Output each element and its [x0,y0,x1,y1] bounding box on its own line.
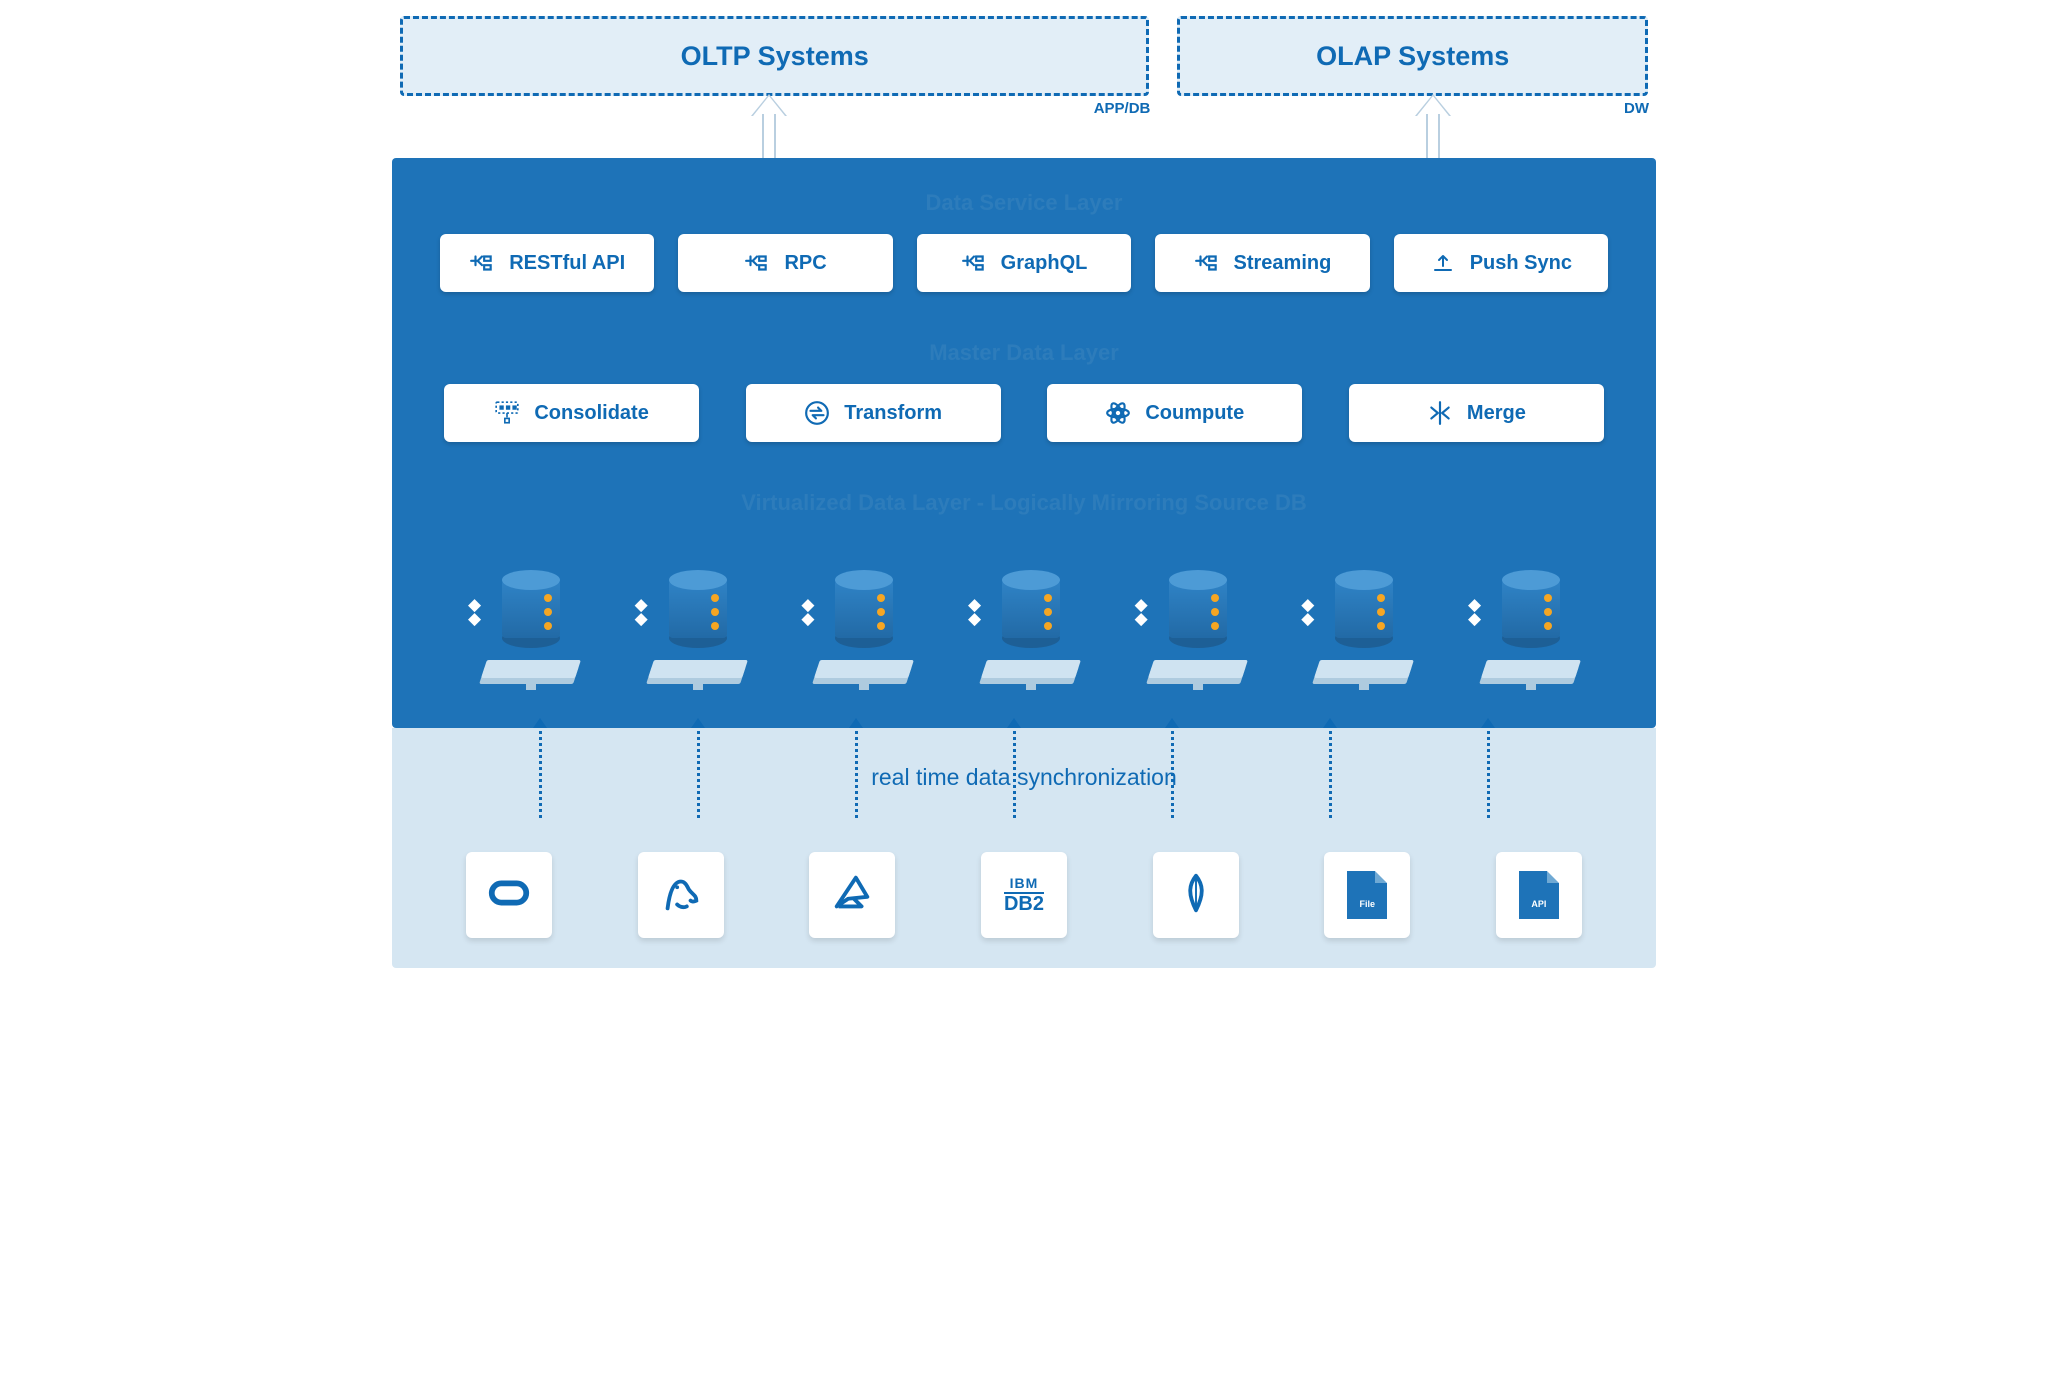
olap-box: OLAP Systems DW [1177,16,1648,96]
virtual-db-row: ◆◆ ◆◆ ◆◆ ◆◆ ◆◆ ◆◆ ◆◆ [440,534,1608,694]
oracle-icon [486,870,532,921]
ibm-db2-icon: IBMDB2 [1004,876,1044,914]
api-icon: API [1519,871,1559,919]
source-file: File [1324,852,1410,938]
master-pill-merge: Merge [1349,384,1604,442]
source-azuresql [809,852,895,938]
pill-label: Streaming [1234,252,1332,275]
master-layer-row: Consolidate Transform Coumpute Merge [440,384,1608,442]
virtual-db-icon: ◆◆ [464,564,584,694]
consumers-row: OLTP Systems APP/DB OLAP Systems DW [360,16,1688,96]
pill-label: RESTful API [509,252,625,275]
sparkle-icon: ◆◆ [635,598,648,626]
virtual-db-icon: ◆◆ [797,564,917,694]
service-layer-row: RESTful API RPC GraphQL Streaming Push Sync [440,234,1608,292]
pill-label: Consolidate [534,402,648,425]
virtual-db-icon: ◆◆ [631,564,751,694]
arrows-up [360,96,1688,158]
plate: Data Service Layer RESTful API RPC GraphQL… [392,158,1656,728]
mysql-icon [658,870,704,921]
mongodb-icon [1173,870,1219,921]
source-mysql [638,852,724,938]
consolidate-icon [494,400,520,426]
source-mongodb [1153,852,1239,938]
olap-label: OLAP Systems [1316,41,1509,72]
oltp-label: OLTP Systems [681,41,869,72]
sparkle-icon: ◆◆ [1135,598,1148,626]
sparkle-icon: ◆◆ [968,598,981,626]
virtual-db-icon: ◆◆ [1297,564,1417,694]
service-pill-graphql: GraphQL [917,234,1131,292]
virtual-db-icon: ◆◆ [964,564,1084,694]
compute-icon [1105,400,1131,426]
oltp-box: OLTP Systems APP/DB [400,16,1149,96]
api-icon [469,250,495,276]
source-api: API [1496,852,1582,938]
service-layer-title: Data Service Layer [440,190,1608,216]
file-icon: File [1347,871,1387,919]
source-oracle [466,852,552,938]
api-icon [744,250,770,276]
master-pill-coumpute: Coumpute [1047,384,1302,442]
service-pill-streaming: Streaming [1155,234,1369,292]
master-pill-consolidate: Consolidate [444,384,699,442]
upload-icon [1430,250,1456,276]
virtual-db-icon: ◆◆ [1131,564,1251,694]
sync-label: real time data synchronization [392,764,1656,791]
sparkle-icon: ◆◆ [1468,598,1481,626]
master-layer-title: Master Data Layer [440,340,1608,366]
pill-label: Push Sync [1470,252,1572,275]
pill-label: GraphQL [1001,252,1088,275]
virtual-db-icon: ◆◆ [1464,564,1584,694]
arrow-olap [1422,96,1444,158]
sparkle-icon: ◆◆ [1301,598,1314,626]
merge-icon [1427,400,1453,426]
source-ibm-db2: IBMDB2 [981,852,1067,938]
service-pill-rpc: RPC [678,234,892,292]
master-pill-transform: Transform [746,384,1001,442]
pill-label: Transform [844,402,942,425]
virtual-layer-title: Virtualized Data Layer - Logically Mirro… [440,490,1608,516]
api-icon [1194,250,1220,276]
api-icon [961,250,987,276]
pill-label: Merge [1467,402,1526,425]
service-pill-restful-api: RESTful API [440,234,654,292]
azuresql-icon [829,870,875,921]
pill-label: RPC [784,252,826,275]
source-band: real time data synchronization IBMDB2 Fil… [392,728,1656,968]
architecture-diagram: OLTP Systems APP/DB OLAP Systems DW Data… [360,0,1688,1000]
transform-icon [804,400,830,426]
sparkle-icon: ◆◆ [468,598,481,626]
service-pill-push-sync: Push Sync [1394,234,1608,292]
arrow-oltp [758,96,780,158]
source-row: IBMDB2 File API [392,852,1656,938]
pill-label: Coumpute [1145,402,1244,425]
sparkle-icon: ◆◆ [801,598,814,626]
